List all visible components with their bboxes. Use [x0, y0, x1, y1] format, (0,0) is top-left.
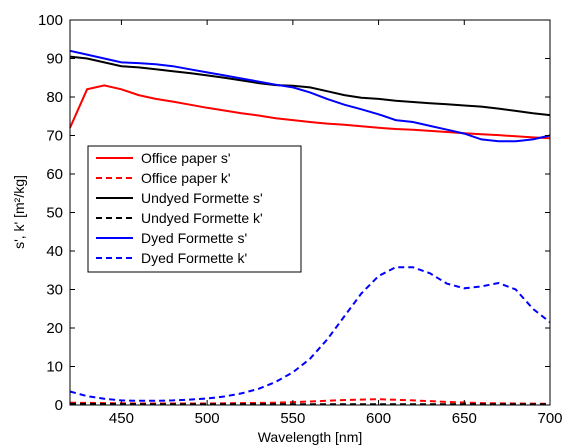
y-tick-label: 0	[55, 397, 63, 414]
y-tick-label: 80	[46, 89, 63, 106]
legend-label: Office paper k'	[141, 170, 231, 186]
y-tick-label: 100	[38, 12, 63, 29]
x-tick-label: 600	[366, 410, 391, 427]
y-axis-label: s', k' [m²/kg]	[11, 175, 27, 249]
series-line-5	[69, 49, 551, 143]
x-tick-label: 550	[280, 410, 305, 427]
x-tick-label: 700	[537, 410, 562, 427]
series-layer	[69, 49, 551, 406]
y-tick-label: 50	[46, 205, 63, 222]
series-line-1	[69, 84, 551, 140]
legend-label: Undyed Formette k'	[141, 210, 263, 226]
legend-label: Undyed Formette s'	[141, 190, 263, 206]
x-tick-label: 450	[109, 410, 134, 427]
series-line-3	[69, 55, 551, 117]
legend-label: Dyed Formette s'	[141, 230, 247, 246]
x-tick-label: 650	[452, 410, 477, 427]
legend: Office paper s' Office paper k' Undyed For…	[87, 145, 302, 273]
legend-label: Dyed Formette k'	[141, 250, 247, 266]
series-line-6	[69, 266, 551, 402]
y-tick-label: 20	[46, 320, 63, 337]
y-tick-label: 10	[46, 359, 63, 376]
y-tick-label: 30	[46, 282, 63, 299]
x-tick-label: 500	[195, 410, 220, 427]
legend-box	[87, 145, 302, 273]
ticks-layer: 450 500 550 600 650 700 0 10 20 30 40 50 60 70 80 90 100	[38, 12, 563, 427]
y-tick-label: 40	[46, 243, 63, 260]
y-tick-label: 60	[46, 166, 63, 183]
y-tick-label: 70	[46, 128, 63, 145]
x-axis-label: Wavelength [nm]	[258, 429, 363, 445]
legend-label: Office paper s'	[141, 150, 231, 166]
y-tick-label: 90	[46, 51, 63, 68]
